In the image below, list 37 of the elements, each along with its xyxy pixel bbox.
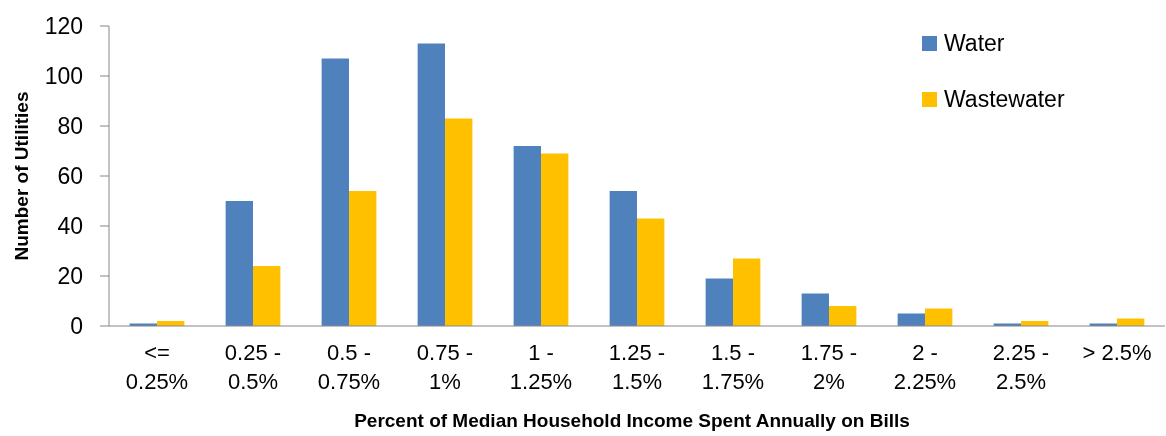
x-tick-label: > 2.5% (1082, 340, 1152, 365)
x-tick-label: 0.5 - 0.75% (317, 340, 381, 394)
bar (445, 118, 473, 326)
y-tick-label: 80 (57, 113, 83, 140)
x-axis-title: Percent of Median Household Income Spent Annually on Bills (354, 410, 910, 431)
x-tick-label: 1 - 1.25% (509, 340, 573, 394)
y-tick-label: 20 (57, 263, 83, 290)
x-tick-label: 1.25 - 1.5% (608, 340, 666, 394)
x-tick-label: 1.75 - 2% (800, 340, 858, 394)
y-tick-label: 60 (57, 163, 83, 190)
bar (349, 191, 377, 326)
bar (609, 191, 637, 326)
bar (225, 201, 253, 326)
bar (253, 266, 281, 326)
bar (705, 278, 733, 326)
bar (733, 258, 761, 326)
bar (829, 306, 857, 326)
legend-label: Wastewater (944, 86, 1065, 112)
bar (925, 308, 953, 326)
x-tick-label: 0.25 - 0.5% (224, 340, 282, 394)
legend-label: Water (944, 30, 1005, 56)
y-tick-label: 100 (44, 63, 83, 90)
x-tick-label: 2 - 2.25% (893, 340, 957, 394)
x-tick-label: <= 0.25% (125, 340, 189, 394)
y-axis-title: Number of Utilities (11, 91, 32, 261)
bar (637, 218, 665, 326)
x-tick-label: 1.5 - 1.75% (701, 340, 765, 394)
bar (801, 293, 829, 326)
bar (321, 58, 349, 326)
x-tick-label: 2.25 - 2.5% (992, 340, 1050, 394)
y-tick-label: 40 (57, 213, 83, 240)
x-tick-label: 0.75 - 1% (416, 340, 474, 394)
y-tick-label: 0 (70, 313, 83, 340)
bar (541, 153, 569, 326)
y-tick-label: 120 (44, 13, 83, 40)
bar (417, 43, 445, 326)
bar (513, 146, 541, 326)
